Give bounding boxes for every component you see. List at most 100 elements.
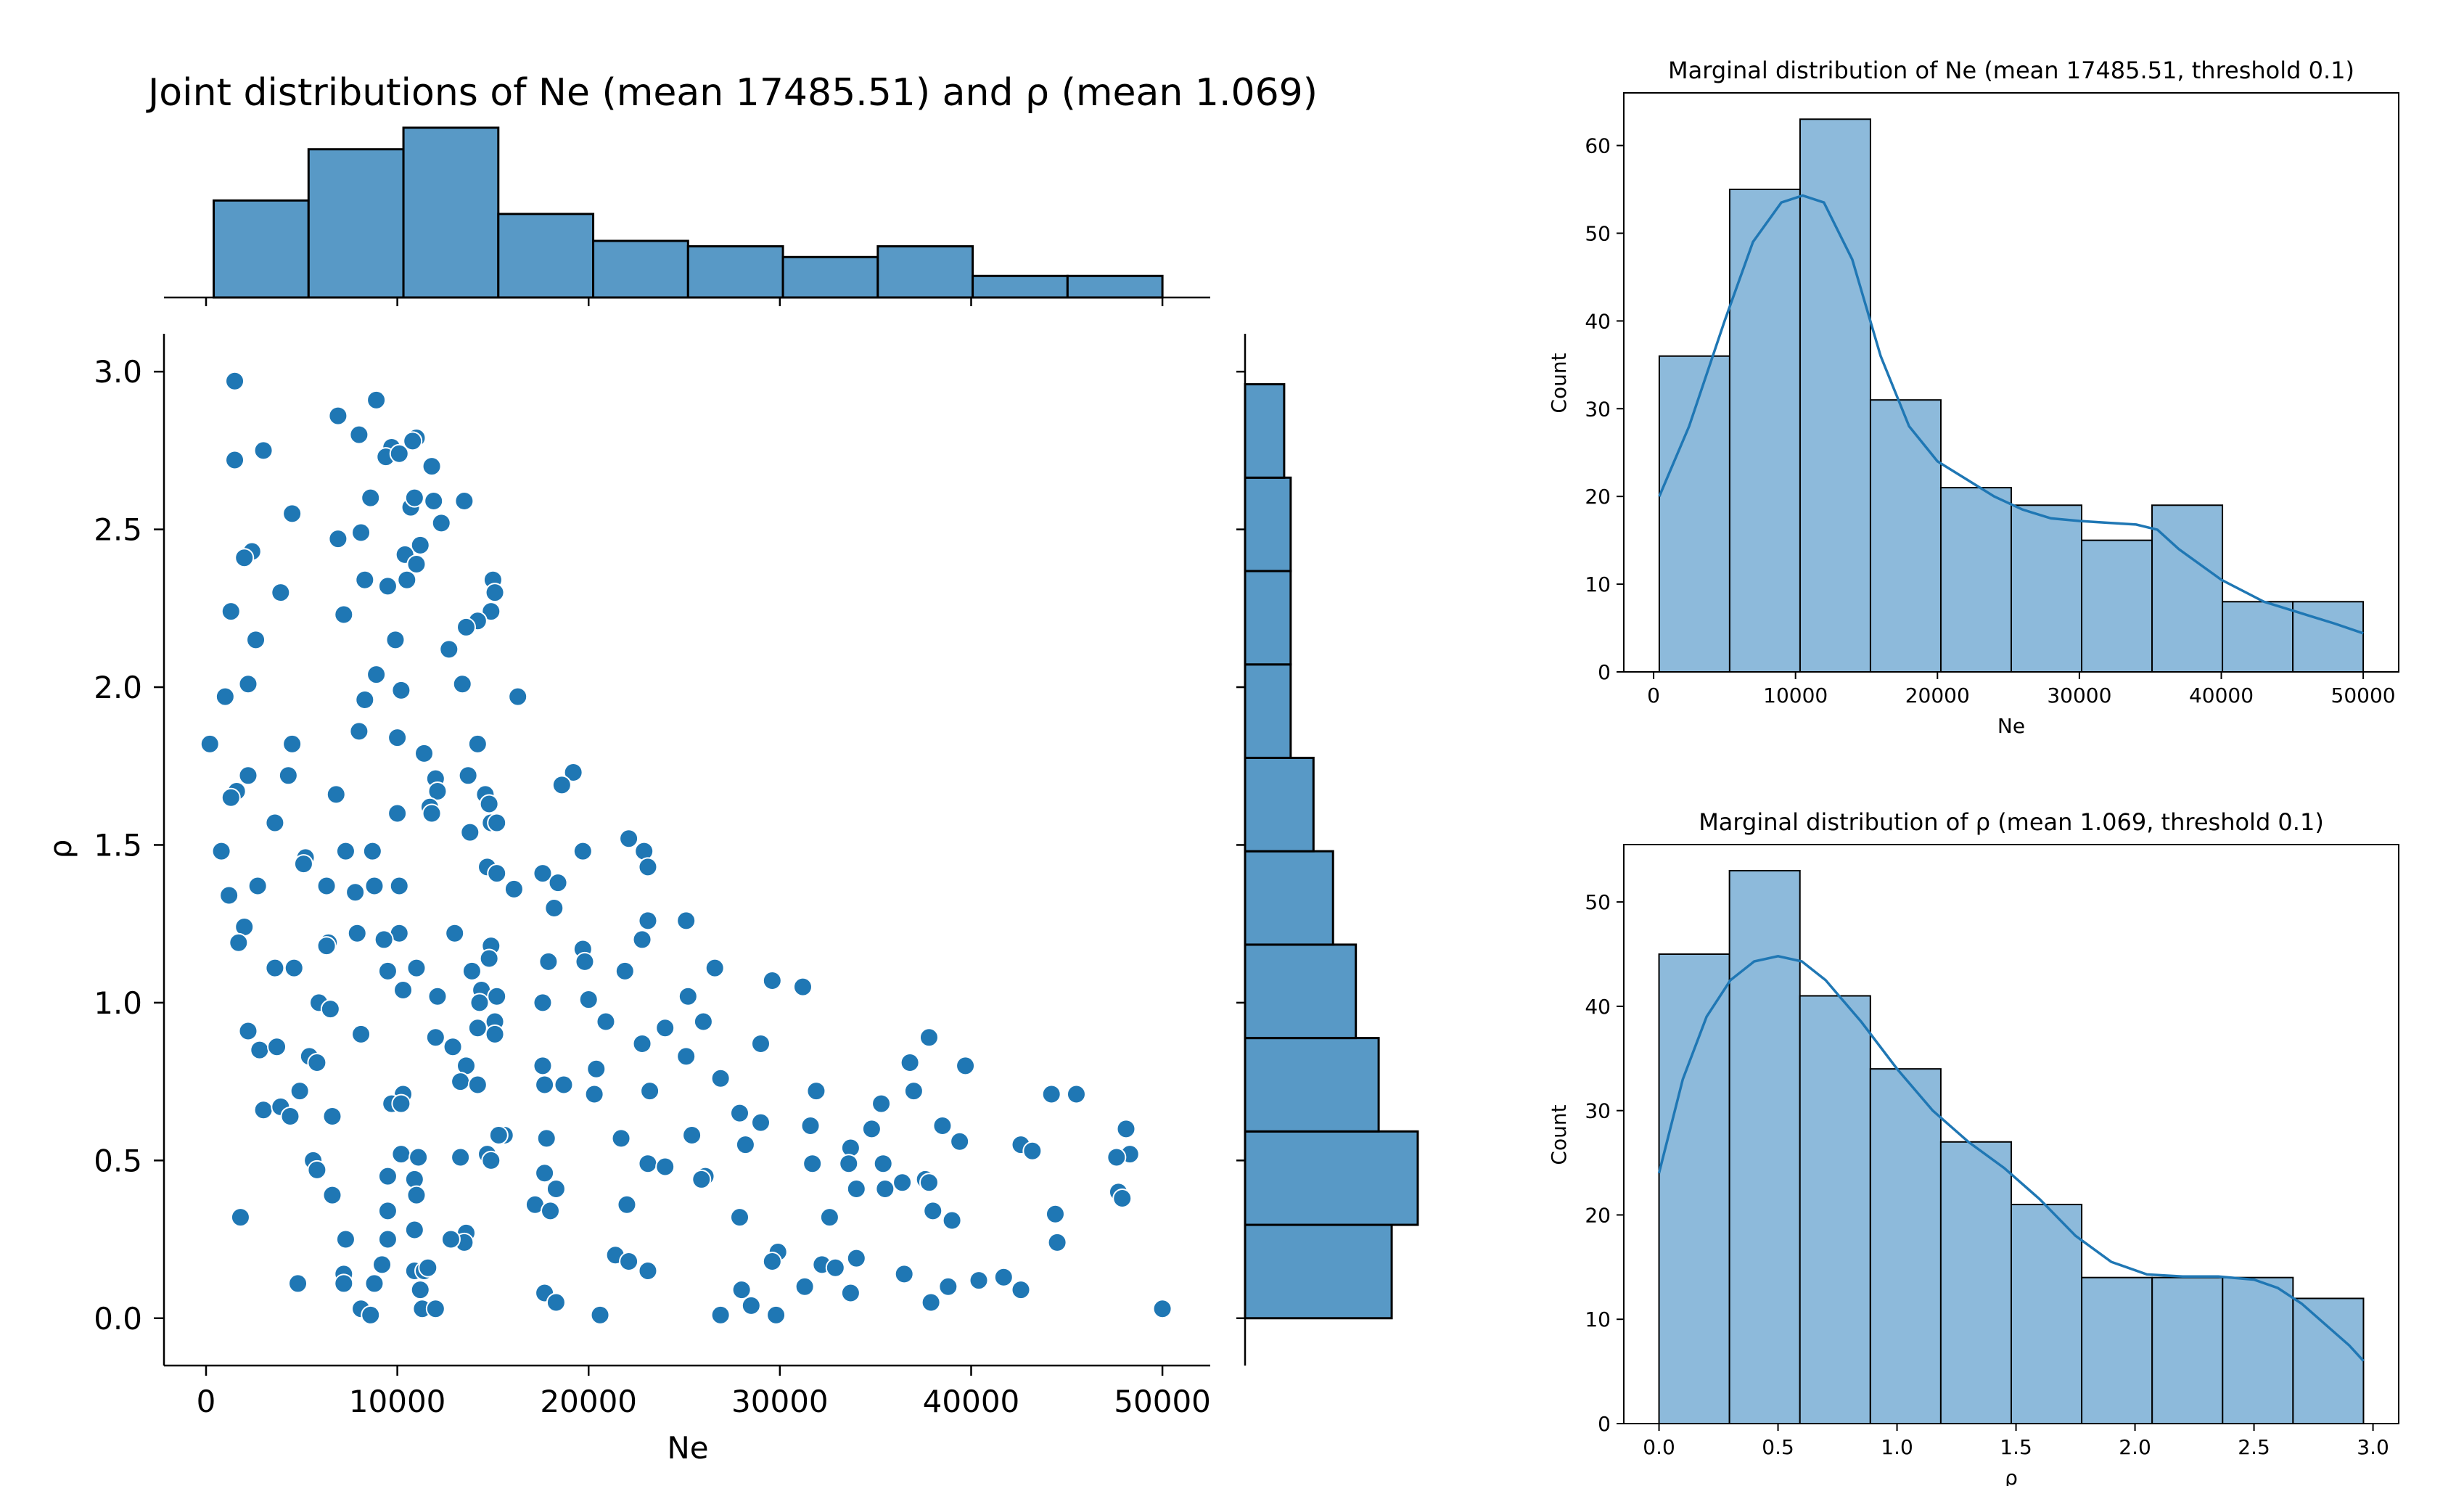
scatter-point [710,1068,731,1088]
scatter-point [387,803,408,824]
scatter-point [361,488,381,508]
scatter-point [410,535,430,555]
scatter-point [422,803,442,824]
scatter-point [1116,1119,1136,1139]
scatter-point [632,929,652,950]
scatter-point [467,1075,488,1095]
marginal-rho-y-axis-label: Count [1547,1104,1571,1165]
scatter-point [229,932,249,953]
scatter-point [544,898,564,918]
scatter-point [535,1163,555,1183]
scatter-point [349,721,369,742]
scatter-point [238,765,258,786]
scatter-point [932,1116,953,1136]
scatter-point [682,1125,702,1146]
histogram-bar [2222,1276,2294,1425]
scatter-point [403,431,423,451]
marginal-rho-kde [1657,955,2365,1362]
scatter-point [280,1106,300,1126]
scatter-point [993,1267,1014,1287]
x-tick-label: 50000 [2331,684,2396,707]
scatter-point [389,443,409,464]
scatter-point [440,1229,461,1249]
joint-y-tick-label: 2.5 [94,512,142,548]
scatter-point [377,1229,398,1249]
scatter-point [1047,1232,1067,1252]
scatter-point [655,1018,675,1038]
x-tick-label: 0.0 [1643,1435,1675,1459]
scatter-point [938,1276,958,1297]
scatter-point [846,1248,866,1268]
x-tick-label: 0 [1647,684,1660,707]
scatter-point [762,1251,782,1271]
scatter-point [385,630,406,650]
scatter-point [456,617,477,637]
scatter-point [374,929,394,950]
scatter-point [347,923,367,943]
scatter-point [320,999,340,1019]
scatter-point [638,1261,658,1281]
histogram-bar [1799,118,1871,673]
scatter-point [969,1271,989,1291]
joint-y-tick-label: 2.0 [94,670,142,705]
scatter-point [278,765,298,786]
scatter-point [481,1150,501,1170]
scatter-point [425,1299,445,1319]
scatter-point [443,1037,463,1057]
scatter-point [221,602,241,622]
scatter-point [563,762,583,782]
scatter-point [638,1154,658,1174]
scatter-point [335,1229,356,1249]
scatter-point [900,1053,920,1073]
joint-right-hist-bar [1244,1223,1393,1320]
joint-top-hist-bar [686,245,784,299]
scatter-point [246,630,266,650]
scatter-point [479,948,499,969]
scatter-point [611,1128,631,1149]
scatter-point [541,1201,561,1221]
scatter-point [535,1075,555,1095]
marginal-ne-bars [1658,118,2365,673]
scatter-point [533,1056,553,1076]
scatter-point [445,923,465,943]
scatter-point [956,1056,976,1076]
scatter-point [219,885,239,906]
scatter-point [548,873,568,893]
scatter-point [1106,1147,1127,1167]
scatter-point [819,1207,839,1228]
scatter-point [334,1273,354,1294]
histogram-bar [2222,601,2294,673]
scatter-point [406,958,427,978]
scatter-point [404,488,424,508]
scatter-point [894,1264,914,1284]
scatter-point [508,686,528,707]
histogram-bar [2151,504,2224,673]
marginal-rho-bars [1658,869,2365,1425]
scatter-point [391,680,411,700]
scatter-point [586,1059,607,1079]
scatter-point [334,604,354,625]
y-tick-label: 0 [1598,660,1611,684]
joint-scatter-points [200,371,1173,1325]
scatter-point [424,490,444,511]
scatter-point [389,876,409,896]
scatter-point [200,734,220,754]
scatter-point [351,1024,371,1044]
scatter-point [729,1103,750,1123]
scatter-point [454,490,475,511]
scatter-point [414,743,435,763]
scatter-point [364,876,385,896]
joint-title: Joint distributions of Ne (mean 17485.51… [146,71,1318,115]
joint-x-ticks: 0 10000 20000 30000 40000 50000 [197,1366,1211,1419]
scatter-point [328,529,348,549]
scatter-point [377,1201,398,1221]
axes-frame [1623,844,2399,1424]
scatter-point [481,602,501,622]
histogram-bar [2011,1204,2083,1425]
joint-right-hist-bar [1244,756,1315,853]
scatter-point [335,841,356,861]
scatter-point [271,583,291,603]
scatter-point [800,1116,821,1136]
scatter-point [355,570,375,590]
x-tick-label: 1.0 [1881,1435,1913,1459]
